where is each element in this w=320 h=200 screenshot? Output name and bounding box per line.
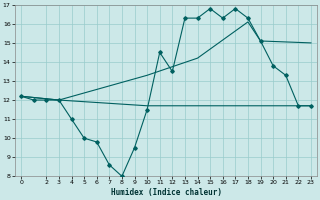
X-axis label: Humidex (Indice chaleur): Humidex (Indice chaleur) bbox=[110, 188, 221, 197]
